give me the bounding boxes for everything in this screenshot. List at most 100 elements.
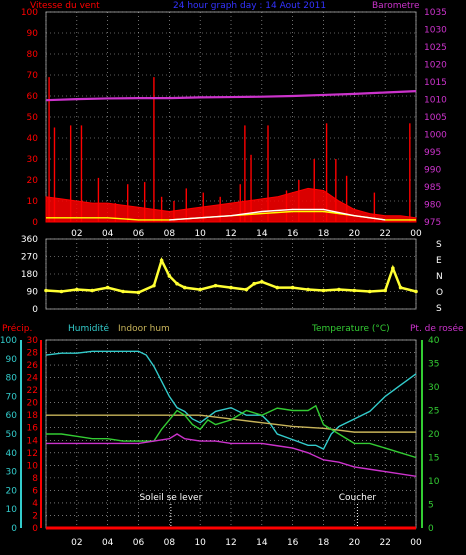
- direction-y-tick-label: 360: [21, 235, 38, 245]
- direction-point: [337, 287, 341, 292]
- temp-y-tick-label: 35: [428, 360, 439, 370]
- precip-y-tick-label: 18: [27, 411, 39, 421]
- humidity-y-tick-label: 80: [6, 374, 18, 384]
- humidity-y-tick-label: 90: [6, 355, 18, 365]
- wind-x-tick-label: 00: [410, 229, 422, 239]
- temp-x-tick-label: 18: [318, 538, 330, 548]
- humidity-label: Humidité: [68, 323, 109, 334]
- wind-speed-label: Vitesse du vent: [30, 1, 100, 11]
- barometer-label: Barometre: [372, 1, 420, 11]
- wind-x-tick-label: 08: [164, 229, 176, 239]
- baro-y-tick-label: 1020: [424, 61, 447, 71]
- direction-side-letter: N: [436, 272, 443, 282]
- precip-y-tick-label: 0: [32, 524, 38, 534]
- series-line-pt-de-ros-e: [46, 433, 417, 477]
- wind-x-tick-label: 04: [102, 229, 114, 239]
- direction-point: [182, 285, 187, 290]
- humidity-y-tick-label: 70: [6, 392, 18, 402]
- precip-y-tick-label: 26: [27, 361, 39, 371]
- wind-y-tick-label: 80: [27, 50, 39, 60]
- wind-y-tick-label: 20: [27, 176, 39, 186]
- dewpoint-label: Pt. de rosée: [410, 323, 464, 334]
- chart-title: 24 hour graph day : 14 Aout 2011: [173, 1, 326, 11]
- wind-x-tick-label: 02: [71, 229, 82, 239]
- temp-x-tick-label: 14: [256, 538, 268, 548]
- wind-y-tick-label: 30: [27, 155, 39, 165]
- direction-point: [391, 266, 395, 270]
- precip-y-tick-label: 12: [27, 449, 38, 459]
- gust_white-line: [169, 208, 386, 221]
- direction-point: [367, 289, 372, 294]
- baro-y-tick-label: 990: [424, 166, 441, 176]
- temp-x-tick-label: 20: [349, 538, 361, 548]
- wind-y-tick-label: 100: [21, 8, 38, 18]
- humidity-y-tick-label: 30: [6, 468, 18, 478]
- temp-y-tick-label: 0: [428, 524, 434, 534]
- baro-y-tick-label: 975: [424, 218, 441, 228]
- baro-y-tick-label: 985: [424, 183, 441, 193]
- temp-y-tick-label: 15: [428, 454, 439, 464]
- wind-y-tick-label: 40: [27, 134, 39, 144]
- temp-x-tick-label: 02: [71, 538, 82, 548]
- precip-y-tick-label: 20: [27, 399, 39, 409]
- direction-point: [260, 279, 264, 284]
- precip-y-tick-label: 4: [32, 499, 38, 509]
- direction-point: [159, 258, 164, 263]
- precip-y-tick-label: 14: [27, 436, 39, 446]
- wind-x-tick-label: 18: [318, 229, 330, 239]
- direction-point: [167, 274, 172, 278]
- humidity-y-tick-label: 20: [6, 486, 18, 496]
- direction-point: [175, 281, 179, 286]
- baro-y-tick-label: 1010: [424, 96, 447, 106]
- temp-y-tick-label: 40: [428, 336, 440, 346]
- humidity-y-tick-label: 100: [0, 336, 17, 346]
- wind-x-tick-label: 20: [349, 229, 361, 239]
- direction-point: [306, 287, 310, 292]
- direction-y-tick-label: 0: [32, 305, 38, 315]
- precip-y-tick-label: 6: [32, 486, 38, 496]
- baro-y-tick-label: 1035: [424, 8, 447, 18]
- wind-x-tick-label: 10: [194, 229, 206, 239]
- temperature-label: Temperature (°C): [311, 324, 390, 334]
- temp-y-tick-label: 25: [428, 407, 439, 417]
- direction-point: [321, 288, 326, 293]
- wind-y-tick-label: 60: [27, 92, 39, 102]
- precip-y-tick-label: 8: [32, 474, 38, 484]
- precip-label: Précip.: [2, 323, 32, 334]
- direction-point: [75, 287, 79, 292]
- direction-point: [198, 287, 202, 292]
- direction-point: [44, 288, 48, 293]
- temp-x-tick-label: 06: [133, 538, 145, 548]
- direction-point: [414, 289, 418, 294]
- direction-side-letter: E: [436, 256, 442, 266]
- baro-y-tick-label: 1000: [424, 131, 447, 141]
- temp-x-tick-label: 10: [194, 538, 206, 548]
- direction-point: [213, 283, 218, 288]
- precip-y-tick-label: 16: [27, 424, 39, 434]
- humidity-y-tick-label: 40: [6, 449, 18, 459]
- precip-axis-bar: [40, 340, 42, 528]
- precip-y-tick-label: 24: [27, 374, 39, 384]
- precip-y-tick-label: 2: [32, 511, 38, 521]
- direction-point: [244, 287, 249, 292]
- direction-y-tick-label: 270: [21, 253, 38, 263]
- direction-point: [352, 288, 357, 293]
- humidity-y-tick-label: 0: [11, 524, 17, 534]
- direction-side-letter: O: [436, 288, 443, 298]
- precip-y-tick-label: 30: [27, 336, 39, 346]
- wind-x-tick-label: 06: [133, 229, 145, 239]
- precip-y-tick-label: 10: [27, 461, 39, 471]
- wind-y-tick-label: 70: [27, 71, 39, 81]
- direction-point: [290, 285, 295, 290]
- wind-y-tick-label: 50: [27, 113, 39, 123]
- baro-y-tick-label: 995: [424, 148, 441, 158]
- precip-y-tick-label: 22: [27, 386, 38, 396]
- direction-point: [105, 285, 110, 290]
- baro-y-tick-label: 1015: [424, 78, 447, 88]
- direction-y-tick-label: 90: [27, 288, 39, 298]
- baro-y-tick-label: 980: [424, 201, 441, 211]
- temp-x-tick-label: 12: [225, 538, 236, 548]
- direction-point: [136, 290, 141, 295]
- temp-axis-bar: [421, 340, 423, 528]
